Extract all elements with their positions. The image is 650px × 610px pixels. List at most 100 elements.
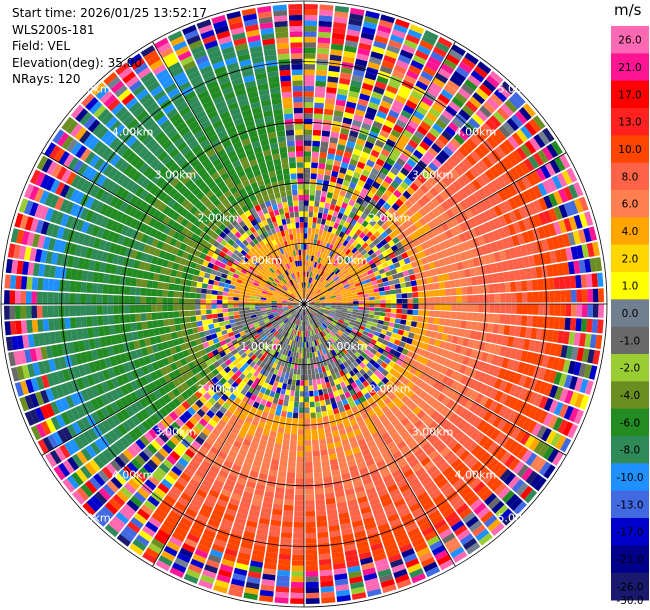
velocity-gate — [286, 384, 292, 391]
velocity-gate — [290, 434, 298, 441]
velocity-gate — [439, 150, 450, 161]
velocity-gate — [363, 117, 374, 126]
velocity-gate — [468, 117, 481, 130]
velocity-gate — [404, 398, 414, 408]
velocity-gate — [162, 312, 169, 319]
velocity-gate — [483, 304, 490, 313]
velocity-gate — [304, 222, 308, 228]
velocity-gate — [319, 394, 325, 401]
velocity-gate — [390, 268, 398, 275]
velocity-gate — [346, 169, 354, 177]
velocity-gate — [249, 295, 256, 299]
velocity-gate — [477, 61, 492, 74]
velocity-gate — [383, 281, 390, 287]
velocity-gate — [560, 437, 572, 453]
velocity-gate — [157, 281, 164, 290]
velocity-gate — [437, 325, 445, 333]
velocity-gate — [409, 274, 416, 281]
velocity-gate — [568, 407, 579, 423]
velocity-gate — [404, 235, 413, 244]
velocity-gate — [113, 314, 120, 324]
velocity-gate — [462, 356, 470, 366]
velocity-gate — [260, 299, 266, 302]
velocity-gate — [431, 197, 441, 207]
velocity-gate — [431, 227, 440, 237]
velocity-gate — [534, 477, 547, 492]
velocity-gate — [75, 317, 82, 328]
velocity-gate — [286, 472, 296, 479]
velocity-gate — [469, 267, 477, 277]
velocity-gate — [355, 320, 362, 326]
velocity-gate — [337, 212, 344, 220]
velocity-gate — [438, 114, 451, 126]
velocity-gate — [350, 316, 357, 321]
velocity-gate — [389, 193, 399, 203]
velocity-gate — [572, 230, 581, 245]
velocity-gate — [397, 171, 407, 181]
velocity-gate — [441, 249, 449, 258]
velocity-gate — [544, 342, 552, 355]
velocity-gate — [330, 176, 338, 183]
velocity-gate — [423, 336, 431, 344]
velocity-gate — [334, 104, 345, 112]
velocity-gate — [409, 223, 418, 232]
velocity-gate — [369, 219, 377, 227]
velocity-gate — [416, 409, 426, 419]
velocity-gate — [369, 300, 375, 304]
velocity-gate — [425, 270, 432, 278]
velocity-gate — [540, 164, 552, 179]
velocity-gate — [592, 241, 600, 257]
velocity-gate — [9, 305, 16, 320]
velocity-gate — [325, 231, 331, 238]
velocity-gate — [385, 227, 393, 235]
velocity-gate — [319, 569, 333, 577]
velocity-gate — [326, 192, 333, 199]
velocity-gate — [384, 175, 393, 185]
velocity-gate — [356, 103, 367, 112]
velocity-gate — [322, 213, 328, 220]
velocity-gate — [317, 282, 323, 288]
velocity-gate — [491, 354, 499, 366]
velocity-gate — [305, 483, 314, 490]
velocity-gate — [389, 376, 398, 384]
velocity-gate — [96, 305, 103, 315]
velocity-gate — [390, 244, 399, 252]
velocity-gate — [317, 427, 325, 435]
velocity-gate — [354, 259, 362, 266]
velocity-gate — [385, 331, 393, 337]
velocity-gate — [461, 57, 476, 70]
velocity-gate — [184, 304, 190, 311]
velocity-gate — [421, 194, 431, 204]
velocity-gate — [410, 90, 423, 101]
velocity-gate — [336, 305, 343, 308]
velocity-gate — [329, 292, 336, 296]
velocity-gate — [358, 300, 364, 304]
velocity-gate — [526, 173, 537, 187]
velocity-gate — [443, 435, 454, 446]
velocity-gate — [391, 304, 397, 309]
velocity-gate — [307, 233, 311, 239]
velocity-gate — [444, 409, 454, 420]
velocity-gate — [470, 349, 478, 359]
velocity-gate — [587, 349, 595, 364]
velocity-gate — [588, 226, 597, 241]
velocity-gate — [20, 276, 28, 290]
velocity-gate — [200, 288, 207, 294]
velocity-gate — [314, 306, 320, 309]
velocity-gate — [313, 466, 322, 473]
velocity-gate — [385, 308, 392, 313]
velocity-gate — [306, 282, 309, 288]
velocity-gate — [497, 368, 507, 379]
velocity-gate — [421, 257, 429, 265]
velocity-gate — [360, 88, 372, 97]
velocity-gate — [474, 331, 482, 341]
velocity-gate — [327, 287, 334, 292]
velocity-gate — [400, 109, 412, 120]
velocity-gate — [392, 69, 405, 80]
velocity-gate — [410, 375, 419, 384]
velocity-gate — [511, 234, 520, 247]
velocity-gate — [479, 83, 493, 97]
velocity-gate — [491, 461, 504, 475]
velocity-gate — [295, 385, 300, 392]
